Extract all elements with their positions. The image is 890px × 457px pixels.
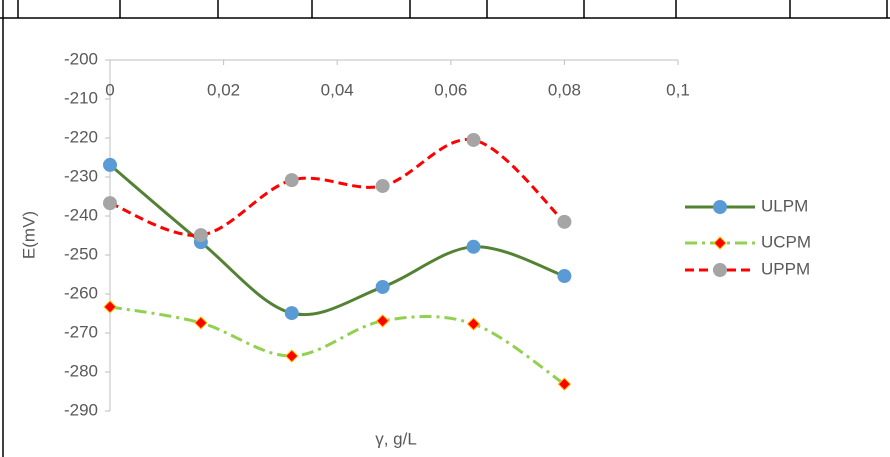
data-point bbox=[194, 316, 208, 330]
data-point bbox=[103, 300, 117, 314]
y-tick-label: -250 bbox=[64, 244, 98, 263]
legend-label: ULPM bbox=[761, 196, 808, 215]
data-point bbox=[466, 317, 481, 331]
y-tick-label: -270 bbox=[64, 322, 98, 341]
y-tick-label: -220 bbox=[64, 127, 98, 146]
data-point bbox=[466, 239, 481, 254]
data-point bbox=[557, 269, 572, 284]
x-tick-label: 0,04 bbox=[321, 80, 354, 99]
y-tick-label: -200 bbox=[64, 49, 98, 68]
data-point bbox=[557, 214, 572, 229]
legend-marker bbox=[713, 263, 727, 277]
data-point bbox=[193, 228, 208, 243]
x-tick-label: 0,08 bbox=[548, 80, 581, 99]
data-point bbox=[375, 178, 390, 193]
x-tick-label: 0 bbox=[105, 80, 114, 99]
data-point bbox=[375, 279, 390, 294]
x-tick-label: 0,1 bbox=[666, 80, 690, 99]
x-axis-label: γ, g/L bbox=[375, 429, 417, 448]
data-point bbox=[284, 173, 299, 188]
series-line bbox=[109, 138, 566, 237]
legend-label: UCPM bbox=[761, 232, 811, 251]
legend-marker bbox=[713, 236, 727, 250]
x-tick-label: 0,02 bbox=[207, 80, 240, 99]
legend-label: UPPM bbox=[761, 259, 810, 278]
legend-marker bbox=[713, 200, 727, 214]
data-point bbox=[557, 377, 572, 391]
data-point bbox=[103, 196, 117, 211]
y-tick-label: -280 bbox=[64, 361, 98, 380]
y-tick-label: -210 bbox=[64, 88, 98, 107]
y-tick-label: -260 bbox=[64, 283, 98, 302]
y-tick-label: -240 bbox=[64, 205, 98, 224]
y-tick-label: -230 bbox=[64, 166, 98, 185]
data-point bbox=[285, 349, 299, 363]
y-tick-label: -290 bbox=[64, 400, 98, 419]
series-line bbox=[109, 305, 566, 386]
data-point bbox=[103, 157, 117, 172]
data-point bbox=[375, 314, 390, 328]
data-point bbox=[466, 132, 481, 147]
x-tick-label: 0,06 bbox=[434, 80, 467, 99]
y-axis-label: E(mV) bbox=[19, 211, 38, 259]
data-point bbox=[284, 306, 299, 321]
series-line bbox=[109, 163, 565, 316]
